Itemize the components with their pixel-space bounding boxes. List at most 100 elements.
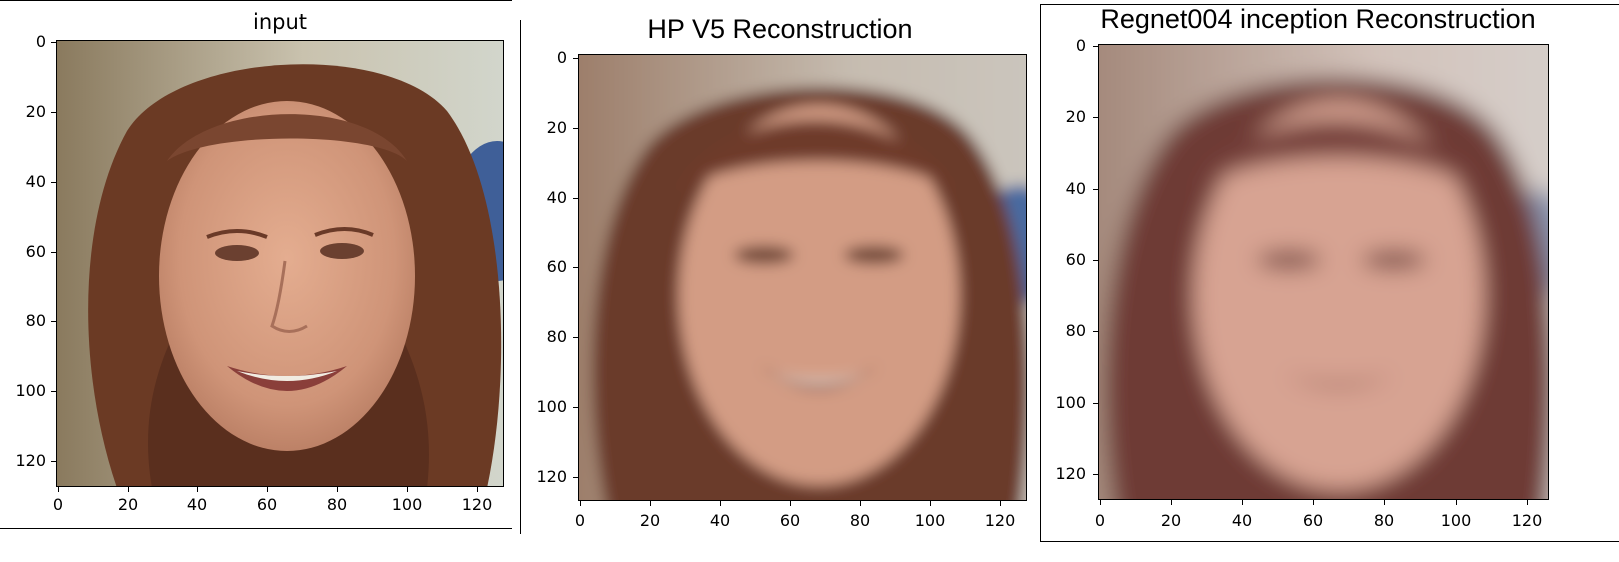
ytick-mark (573, 337, 578, 339)
xtick-mark (1384, 500, 1386, 505)
xtick-mark (580, 501, 582, 506)
ytick-mark (573, 128, 578, 130)
ytick-mark (51, 42, 56, 44)
ytick-label: 40 (546, 188, 567, 207)
divider-vertical (520, 20, 522, 534)
ytick-mark (1093, 474, 1098, 476)
xtick-label: 20 (1160, 511, 1182, 530)
xtick-label: 20 (117, 495, 139, 514)
ytick-mark (51, 321, 56, 323)
ytick-mark (51, 252, 56, 254)
xtick-label: 0 (574, 511, 586, 530)
xtick-mark (1171, 500, 1173, 505)
ytick-label: 60 (25, 242, 46, 261)
ytick-mark (1093, 46, 1098, 48)
xtick-mark (1000, 501, 1002, 506)
xtick-mark (860, 501, 862, 506)
ytick-label: 60 (546, 257, 567, 276)
xtick-mark (650, 501, 652, 506)
xtick-label: 120 (461, 495, 493, 514)
xtick-label: 20 (639, 511, 661, 530)
ytick-mark (1093, 260, 1098, 262)
xtick-mark (128, 487, 130, 492)
ytick-label: 40 (25, 172, 46, 191)
ytick-mark (573, 58, 578, 60)
xtick-label: 80 (849, 511, 871, 530)
portrait-image (579, 55, 1026, 500)
panel3-border-bottom (1040, 541, 1619, 543)
ytick-mark (51, 112, 56, 114)
panel-title: HP V5 Reconstruction (647, 14, 913, 44)
xtick-mark (477, 487, 479, 492)
image-frame (1098, 44, 1549, 500)
xtick-label: 120 (984, 511, 1016, 530)
ytick-label: 0 (1075, 36, 1086, 55)
xtick-label: 40 (1231, 511, 1253, 530)
ytick-mark (573, 198, 578, 200)
ytick-label: 20 (25, 102, 46, 121)
xtick-mark (267, 487, 269, 492)
ytick-label: 120 (536, 467, 567, 486)
ytick-label: 100 (536, 397, 567, 416)
ytick-mark (51, 182, 56, 184)
bottom-rule (0, 528, 512, 530)
top-rule (0, 0, 512, 2)
xtick-mark (720, 501, 722, 506)
xtick-label: 120 (1511, 511, 1543, 530)
xtick-mark (1313, 500, 1315, 505)
ytick-mark (573, 407, 578, 409)
xtick-mark (197, 487, 199, 492)
ytick-label: 80 (1065, 321, 1086, 340)
panel-title: input (252, 10, 308, 34)
xtick-label: 0 (1094, 511, 1106, 530)
ytick-label: 60 (1065, 250, 1086, 269)
xtick-label: 80 (1373, 511, 1395, 530)
xtick-label: 0 (52, 495, 64, 514)
portrait-image (57, 41, 503, 486)
xtick-mark (1456, 500, 1458, 505)
ytick-label: 0 (556, 48, 567, 67)
xtick-mark (1100, 500, 1102, 505)
xtick-mark (58, 487, 60, 492)
image-frame (578, 54, 1027, 501)
ytick-mark (573, 267, 578, 269)
ytick-label: 80 (25, 311, 46, 330)
panel-hp-v5: HP V5 Reconstruction 0 (536, 14, 1027, 530)
ytick-mark (1093, 189, 1098, 191)
xtick-label: 40 (186, 495, 208, 514)
xtick-label: 60 (779, 511, 801, 530)
panel-title: Regnet004 inception Reconstruction (1100, 4, 1536, 34)
xtick-mark (1527, 500, 1529, 505)
xtick-mark (337, 487, 339, 492)
xtick-label: 60 (256, 495, 278, 514)
xtick-label: 100 (391, 495, 423, 514)
ytick-label: 100 (1055, 393, 1086, 412)
ytick-mark (1093, 117, 1098, 119)
xtick-label: 100 (914, 511, 946, 530)
ytick-mark (51, 391, 56, 393)
xtick-label: 80 (326, 495, 348, 514)
xtick-mark (790, 501, 792, 506)
ytick-label: 80 (546, 327, 567, 346)
xtick-label: 40 (709, 511, 731, 530)
ytick-label: 40 (1065, 179, 1086, 198)
xtick-mark (1242, 500, 1244, 505)
panel-regnet004: Regnet004 inception Reconstruction 0 (1055, 4, 1549, 530)
xtick-label: 60 (1302, 511, 1324, 530)
ytick-mark (1093, 331, 1098, 333)
ytick-mark (1093, 403, 1098, 405)
ytick-label: 120 (1055, 464, 1086, 483)
ytick-label: 20 (1065, 107, 1086, 126)
panel3-border-left (1040, 4, 1042, 542)
ytick-label: 100 (15, 381, 46, 400)
ytick-label: 20 (546, 118, 567, 137)
image-frame (56, 40, 504, 487)
ytick-mark (573, 477, 578, 479)
portrait-image (1099, 45, 1548, 499)
xtick-label: 100 (1440, 511, 1472, 530)
panel-input: input 0 (0, 0, 515, 530)
ytick-mark (51, 461, 56, 463)
panel3-border-top (1040, 4, 1619, 6)
ytick-label: 0 (35, 32, 46, 51)
xtick-mark (407, 487, 409, 492)
